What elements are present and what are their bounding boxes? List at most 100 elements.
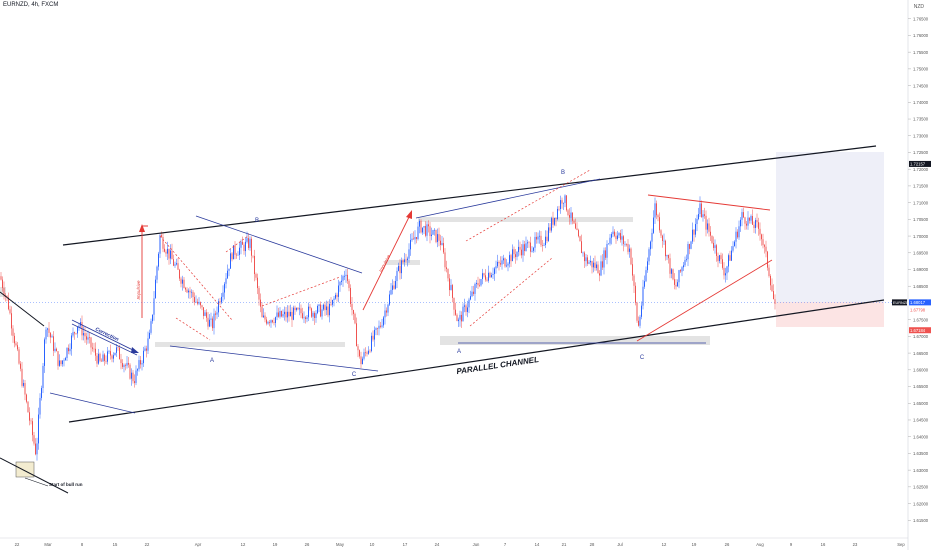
- candle-body: [558, 208, 560, 210]
- downtrend-line: [0, 291, 45, 327]
- candle-body: [453, 297, 455, 310]
- candle-body: [137, 369, 138, 371]
- candle-body: [630, 248, 632, 265]
- candle-body: [444, 252, 446, 268]
- candle-body: [165, 251, 167, 254]
- candle-body: [458, 319, 459, 322]
- candle-body: [540, 235, 542, 246]
- symbol-title[interactable]: EURNZD, 4h, FXCM: [3, 2, 59, 8]
- y-tick-label: 1.62000: [913, 501, 929, 506]
- candle-body: [78, 325, 80, 327]
- candle-body: [768, 267, 770, 276]
- candle-body: [680, 270, 681, 272]
- candle-body: [545, 236, 546, 246]
- candle-body: [14, 335, 15, 344]
- candle-body: [474, 283, 476, 294]
- correction-line: [71, 323, 138, 356]
- y-tick-label: 1.65500: [913, 384, 929, 389]
- x-tick-label: 26: [725, 542, 730, 547]
- candle-body: [422, 227, 423, 233]
- y-tick-label: 1.76000: [913, 33, 929, 38]
- candle-body: [234, 245, 236, 255]
- candle-body: [68, 347, 69, 352]
- candle-body: [185, 287, 186, 290]
- candle-body: [297, 307, 299, 310]
- candle-body: [519, 246, 521, 250]
- candle-body: [440, 240, 441, 245]
- candle-body: [450, 285, 452, 291]
- candle-body: [531, 250, 533, 252]
- candle-body: [756, 220, 758, 223]
- y-tick-label: 1.71000: [913, 200, 929, 205]
- candle-body: [726, 266, 728, 274]
- candle-body: [614, 231, 615, 236]
- triangle-line: [647, 194, 771, 211]
- candle-body: [146, 348, 147, 351]
- candle-body: [471, 291, 473, 297]
- candle-body: [125, 365, 126, 366]
- candle-body: [270, 320, 272, 323]
- candle-body: [692, 229, 693, 242]
- candle-body: [180, 278, 182, 284]
- x-tick-label: 22: [145, 542, 150, 547]
- candle-body: [654, 203, 656, 218]
- candle-body: [176, 263, 177, 265]
- candle-body: [113, 355, 114, 359]
- y-tick-label: 1.66500: [913, 351, 929, 356]
- candle-body: [323, 304, 324, 310]
- candle-body: [572, 212, 573, 221]
- candle-body: [84, 333, 86, 337]
- candle-body: [383, 317, 384, 326]
- candle-body: [669, 258, 671, 274]
- candle-body: [603, 250, 605, 268]
- candle-body: [500, 263, 501, 265]
- candle-body: [273, 322, 275, 323]
- candle-body: [183, 279, 185, 288]
- candle-body: [282, 314, 284, 317]
- candle-body: [116, 347, 117, 353]
- candle-body: [482, 273, 483, 280]
- y-tick-label: 1.67500: [913, 317, 929, 322]
- candle-body: [45, 329, 47, 340]
- candle-body: [600, 261, 602, 276]
- y-tick-label: 1.75500: [913, 50, 929, 55]
- target-zone: [776, 152, 884, 302]
- candle-body: [215, 313, 216, 315]
- candle-body: [438, 234, 440, 241]
- candle-body: [740, 219, 741, 227]
- candle-body: [464, 305, 465, 307]
- candle-body: [333, 298, 335, 300]
- candle-body: [104, 354, 105, 361]
- candle-body: [230, 253, 231, 269]
- wave-label: A: [210, 358, 214, 364]
- candle-body: [359, 350, 360, 357]
- candle-body: [356, 323, 357, 347]
- impulsive-label: Impulsive: [136, 280, 141, 300]
- candle-body: [678, 270, 680, 283]
- candle-body: [731, 250, 732, 261]
- candle-body: [327, 306, 329, 316]
- candle-body: [348, 280, 350, 288]
- candle-body: [144, 348, 146, 351]
- candle-body: [260, 299, 261, 307]
- sub-price-label-bg: [909, 306, 931, 313]
- candle-body: [120, 359, 122, 364]
- candle-body: [335, 294, 336, 299]
- y-tick-label: 1.62500: [913, 485, 929, 490]
- candle-body: [729, 255, 731, 261]
- candle-body: [243, 244, 245, 252]
- candle-body: [539, 235, 540, 237]
- candle-body: [300, 308, 302, 314]
- candle-body: [767, 251, 768, 268]
- candle-body: [179, 269, 180, 279]
- candle-body: [156, 266, 158, 280]
- wave-label: C: [640, 355, 645, 361]
- candle-body: [158, 253, 159, 267]
- candle-body: [723, 267, 725, 276]
- candle-body: [492, 273, 494, 276]
- x-tick-label: 12: [241, 542, 246, 547]
- candle-body: [75, 333, 77, 334]
- target-price-label-bg: [909, 160, 931, 167]
